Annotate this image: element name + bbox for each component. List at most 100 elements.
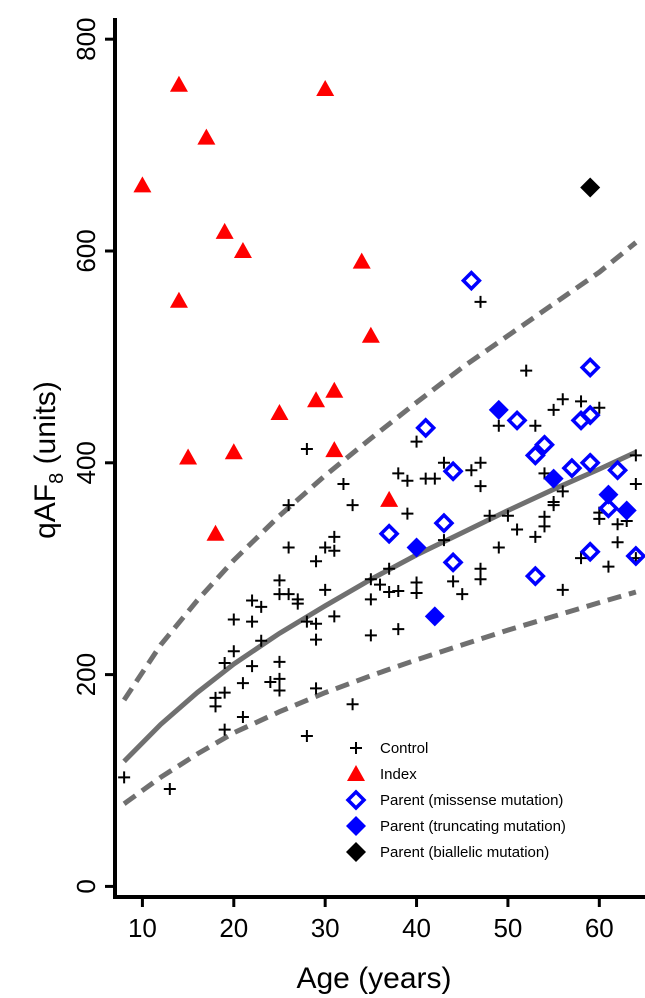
data-point [611, 536, 624, 549]
data-point [616, 500, 637, 521]
y-tick-label: 800 [71, 17, 101, 60]
y-axis-title: qAF8 (units) [29, 381, 68, 539]
data-point [428, 472, 441, 485]
y-tick-label: 0 [71, 879, 101, 893]
data-point [538, 510, 551, 523]
data-point [483, 509, 496, 522]
y-tick-label: 400 [71, 441, 101, 484]
data-point [236, 677, 249, 690]
data-point [529, 530, 542, 543]
data-point [218, 656, 231, 669]
data-point [378, 523, 400, 545]
mean-curve [122, 449, 637, 764]
legend-label: Parent (missense mutation) [380, 792, 563, 809]
data-point [520, 364, 533, 377]
x-tick-label: 10 [128, 913, 157, 943]
data-point [474, 480, 487, 493]
data-point [169, 291, 188, 308]
data-point [346, 499, 359, 512]
y-axis-title-unit: (units) [29, 381, 62, 473]
lower-bound-curve [122, 589, 637, 806]
data-point [380, 490, 399, 507]
data-point [492, 541, 505, 554]
legend-label: Parent (truncating mutation) [380, 818, 566, 835]
data-point [629, 477, 642, 490]
data-point [227, 613, 240, 626]
data-point [300, 615, 313, 628]
series-1 [133, 75, 399, 541]
data-point [506, 409, 528, 431]
x-tick-label: 50 [493, 913, 522, 943]
x-tick-label: 30 [311, 913, 340, 943]
upper-bound-curve [122, 240, 638, 702]
data-point [593, 401, 606, 414]
legend-label: Parent (biallelic mutation) [380, 844, 549, 861]
y-tick-label: 200 [71, 653, 101, 696]
legend: Control Index Parent (missense mutation) Pa… [345, 740, 566, 862]
data-point [492, 419, 505, 432]
data-point [374, 578, 386, 591]
data-point [442, 460, 464, 482]
data-point [474, 295, 487, 308]
data-point [224, 443, 243, 460]
data-point [410, 587, 423, 600]
data-point [579, 404, 601, 426]
data-point [255, 600, 268, 613]
data-point [273, 655, 286, 668]
data-point [611, 518, 624, 531]
data-point [282, 541, 295, 554]
data-point [325, 381, 344, 398]
data-point [524, 565, 546, 587]
series-3 [406, 399, 637, 627]
data-point [465, 464, 478, 477]
data-point [575, 552, 588, 565]
x-tick-label: 40 [402, 913, 431, 943]
data-point [273, 574, 286, 587]
data-point [579, 541, 601, 563]
data-point [352, 252, 371, 269]
data-point [273, 672, 286, 685]
axes [113, 18, 645, 899]
data-point [346, 698, 359, 711]
x-tick-label: 60 [585, 913, 614, 943]
data-point [361, 326, 380, 343]
data-point [310, 617, 323, 630]
data-point [534, 434, 555, 456]
y-tick-label: 600 [71, 229, 101, 272]
y-axis-title-main: qAF [29, 484, 62, 539]
series-0 [118, 295, 642, 795]
data-point [364, 593, 377, 606]
data-point [456, 588, 469, 601]
data-point [579, 357, 601, 378]
data-point [474, 573, 487, 586]
data-point [597, 497, 619, 519]
data-point [437, 456, 450, 469]
data-point [401, 474, 414, 487]
data-point [474, 456, 487, 469]
data-point [580, 177, 601, 198]
data-point [218, 686, 231, 699]
data-point [501, 509, 514, 522]
data-point [328, 610, 341, 623]
data-point [524, 444, 546, 466]
data-point [474, 562, 487, 575]
legend-marker [346, 816, 366, 836]
data-point [337, 477, 350, 490]
data-point [556, 393, 569, 406]
data-point [447, 575, 460, 588]
data-point [593, 512, 606, 525]
y-axis-title-subscript: 8 [46, 473, 68, 484]
data-point [364, 629, 377, 642]
data-point [270, 404, 289, 421]
data-point [264, 676, 277, 689]
data-point [511, 523, 524, 536]
data-point [197, 128, 216, 145]
data-point [401, 507, 414, 520]
points-layer [118, 75, 645, 795]
data-point [556, 583, 569, 596]
data-point [383, 585, 396, 598]
data-point [227, 645, 240, 658]
data-point [236, 710, 249, 723]
legend-label: Control [380, 740, 428, 757]
data-point [209, 691, 222, 704]
